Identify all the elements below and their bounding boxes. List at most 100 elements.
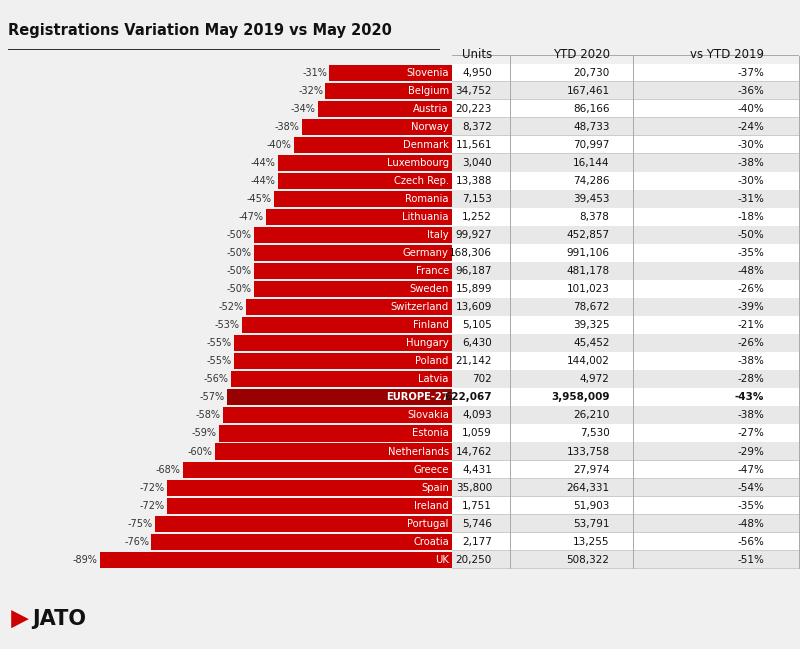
Text: 26,210: 26,210 — [574, 410, 610, 421]
Text: 20,250: 20,250 — [456, 555, 492, 565]
FancyBboxPatch shape — [452, 298, 800, 316]
Text: -53%: -53% — [215, 320, 240, 330]
Text: 1,252: 1,252 — [462, 212, 492, 222]
Text: -40%: -40% — [266, 140, 291, 150]
Text: 4,972: 4,972 — [580, 374, 610, 384]
Text: Czech Rep.: Czech Rep. — [394, 176, 449, 186]
Text: 5,105: 5,105 — [462, 320, 492, 330]
Text: 86,166: 86,166 — [573, 104, 610, 114]
FancyBboxPatch shape — [452, 190, 800, 208]
Text: 20,223: 20,223 — [456, 104, 492, 114]
Text: 4,431: 4,431 — [462, 465, 492, 474]
FancyBboxPatch shape — [452, 551, 800, 569]
Text: -37%: -37% — [737, 67, 764, 78]
Text: 13,255: 13,255 — [573, 537, 610, 546]
Text: Units: Units — [462, 48, 492, 61]
Text: -48%: -48% — [737, 519, 764, 529]
Text: 7,530: 7,530 — [580, 428, 610, 439]
Text: Sweden: Sweden — [410, 284, 449, 294]
Text: Poland: Poland — [415, 356, 449, 366]
FancyBboxPatch shape — [246, 299, 452, 315]
Text: -31%: -31% — [737, 194, 764, 204]
FancyBboxPatch shape — [452, 496, 800, 515]
Text: 35,800: 35,800 — [456, 483, 492, 493]
FancyBboxPatch shape — [452, 388, 800, 406]
Text: -27%: -27% — [737, 428, 764, 439]
Text: Slovakia: Slovakia — [407, 410, 449, 421]
FancyBboxPatch shape — [452, 55, 799, 56]
FancyBboxPatch shape — [452, 136, 800, 154]
Text: 1,059: 1,059 — [462, 428, 492, 439]
FancyBboxPatch shape — [452, 371, 800, 388]
Text: -50%: -50% — [227, 284, 252, 294]
FancyBboxPatch shape — [452, 82, 800, 100]
FancyBboxPatch shape — [451, 56, 453, 569]
Text: 39,453: 39,453 — [573, 194, 610, 204]
Text: Belgium: Belgium — [408, 86, 449, 95]
Text: 16,144: 16,144 — [573, 158, 610, 168]
FancyBboxPatch shape — [330, 65, 452, 80]
Text: 34,752: 34,752 — [455, 86, 492, 95]
Text: -32%: -32% — [298, 86, 323, 95]
Text: Italy: Italy — [427, 230, 449, 240]
Text: -47%: -47% — [737, 465, 764, 474]
Text: -38%: -38% — [737, 356, 764, 366]
Text: -59%: -59% — [191, 428, 216, 439]
Text: 27,974: 27,974 — [573, 465, 610, 474]
Text: 7,153: 7,153 — [462, 194, 492, 204]
FancyBboxPatch shape — [254, 227, 452, 243]
FancyBboxPatch shape — [254, 263, 452, 279]
FancyBboxPatch shape — [452, 478, 800, 496]
Text: Austria: Austria — [414, 104, 449, 114]
FancyBboxPatch shape — [452, 154, 800, 172]
Text: 264,331: 264,331 — [566, 483, 610, 493]
Text: 51,903: 51,903 — [574, 500, 610, 511]
Text: -31%: -31% — [302, 67, 327, 78]
FancyBboxPatch shape — [452, 208, 800, 226]
Text: -45%: -45% — [246, 194, 272, 204]
Text: Latvia: Latvia — [418, 374, 449, 384]
Text: -75%: -75% — [128, 519, 153, 529]
FancyBboxPatch shape — [8, 49, 440, 50]
Text: 481,178: 481,178 — [566, 266, 610, 276]
FancyBboxPatch shape — [452, 424, 800, 443]
FancyBboxPatch shape — [452, 352, 800, 371]
Text: -38%: -38% — [737, 158, 764, 168]
Text: 99,927: 99,927 — [455, 230, 492, 240]
FancyBboxPatch shape — [254, 281, 452, 297]
Text: 53,791: 53,791 — [573, 519, 610, 529]
Text: -60%: -60% — [187, 447, 212, 456]
Text: -28%: -28% — [737, 374, 764, 384]
FancyBboxPatch shape — [183, 461, 452, 478]
Text: -30%: -30% — [738, 176, 764, 186]
FancyBboxPatch shape — [452, 461, 800, 478]
Text: 70,997: 70,997 — [574, 140, 610, 150]
FancyBboxPatch shape — [100, 552, 452, 568]
Text: -48%: -48% — [737, 266, 764, 276]
Text: -72%: -72% — [140, 483, 165, 493]
FancyBboxPatch shape — [167, 480, 452, 496]
Text: -52%: -52% — [219, 302, 244, 312]
FancyBboxPatch shape — [452, 244, 800, 262]
Text: Luxembourg: Luxembourg — [386, 158, 449, 168]
FancyBboxPatch shape — [234, 335, 452, 351]
Text: -57%: -57% — [199, 393, 224, 402]
Text: EUROPE-27: EUROPE-27 — [386, 393, 449, 402]
FancyBboxPatch shape — [278, 155, 452, 171]
Text: Norway: Norway — [411, 122, 449, 132]
Text: 11,561: 11,561 — [455, 140, 492, 150]
FancyBboxPatch shape — [155, 515, 452, 532]
Text: 48,733: 48,733 — [573, 122, 610, 132]
Text: -47%: -47% — [238, 212, 264, 222]
Text: 702: 702 — [472, 374, 492, 384]
FancyBboxPatch shape — [326, 82, 452, 99]
Text: -55%: -55% — [207, 338, 232, 349]
FancyBboxPatch shape — [452, 515, 800, 533]
Text: 622,067: 622,067 — [444, 393, 492, 402]
Text: -50%: -50% — [227, 230, 252, 240]
Polygon shape — [11, 610, 29, 628]
FancyBboxPatch shape — [214, 443, 452, 459]
Text: -40%: -40% — [738, 104, 764, 114]
Text: 508,322: 508,322 — [566, 555, 610, 565]
Text: -26%: -26% — [737, 284, 764, 294]
